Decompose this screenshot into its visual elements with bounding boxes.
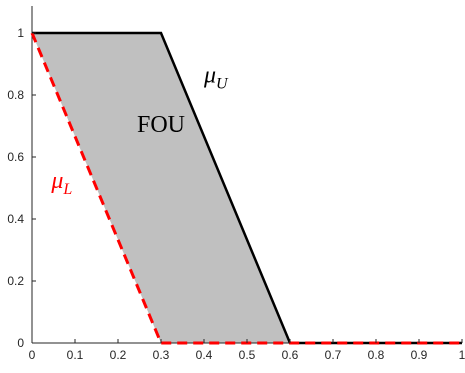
fou-shaded-area [32,33,462,343]
mu-upper-subscript: U [216,76,229,93]
fou-annotation: FOU [137,112,185,138]
x-tick-label: 0.2 [110,348,127,362]
y-tick-label: 0.6 [7,150,24,164]
x-tick-label: 0.4 [196,348,213,362]
x-tick-group: 0 0.1 0.2 0.3 0.4 0.5 0.6 0.7 0.8 0.9 1 [29,339,465,362]
x-tick-label: 0.5 [239,348,256,362]
mu-lower-subscript: L [62,181,72,198]
x-tick-label: 0.3 [153,348,170,362]
mu-lower-symbol: μ [50,168,63,194]
x-tick-label: 0.6 [282,348,299,362]
y-tick-group: 0 0.2 0.4 0.6 0.8 1 [7,26,36,350]
mu-upper-symbol: μ [203,63,216,89]
y-tick-label: 1 [17,26,24,40]
y-tick-label: 0.2 [7,274,24,288]
y-tick-label: 0 [17,336,24,350]
y-tick-label: 0.4 [7,212,24,226]
x-tick-label: 0.8 [368,348,385,362]
lower-membership-line [30,32,462,345]
y-tick-label: 0.8 [7,88,24,102]
x-tick-label: 0.7 [325,348,342,362]
mu-lower-annotation: μL [50,168,72,198]
x-tick-label: 0.1 [67,348,84,362]
x-tick-label: 1 [459,348,465,362]
x-tick-label: 0 [29,348,36,362]
x-tick-label: 0.9 [411,348,428,362]
mu-upper-annotation: μU [203,63,229,93]
